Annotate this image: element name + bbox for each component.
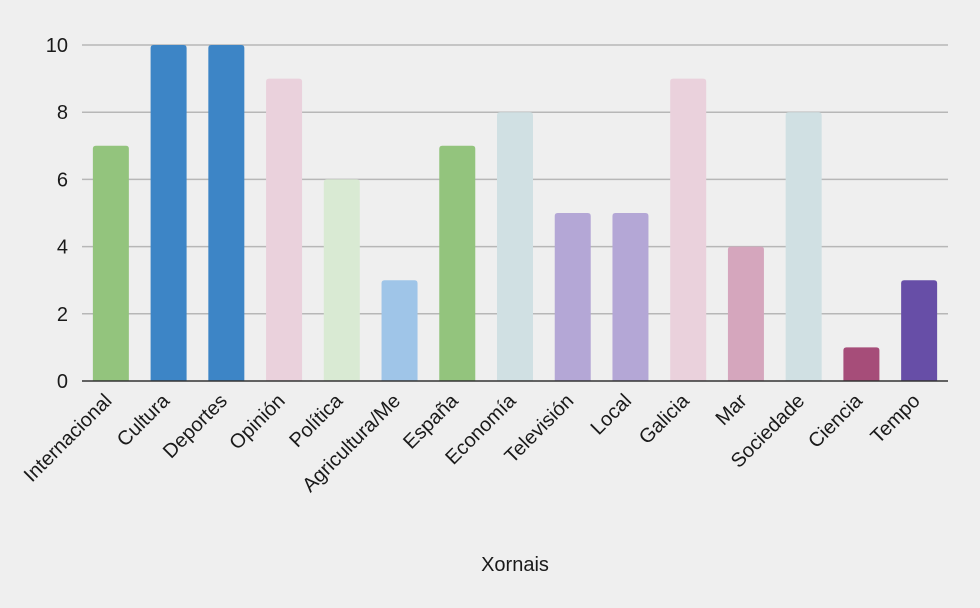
bar-1 [150,45,187,381]
bar-0 [92,145,129,381]
x-tick-labels: InternacionalCulturaDeportesOpiniónPolít… [20,389,925,496]
x-tick-label: Internacional [20,390,117,487]
bar-2 [208,45,245,381]
x-tick-label: Opinión [225,390,289,454]
bar-12 [785,112,822,381]
x-tick-label: Ciencia [804,389,867,452]
y-tick-label: 6 [57,169,68,191]
bar-6 [439,145,476,381]
x-tick-label: Tempo [867,390,925,448]
x-tick-label: Mar [712,390,752,430]
y-tick-label: 8 [57,102,68,124]
bar-13 [843,347,880,381]
bar-4 [323,179,360,381]
bar-10 [670,78,707,381]
y-tick-labels: 0 2 4 6 8 10 [46,35,68,393]
x-tick-label: Deportes [159,390,232,463]
x-tick-label: Agricultura/Me [298,390,405,497]
x-tick-label: Local [587,390,636,439]
bar-7 [497,112,533,381]
bar-14 [901,280,938,381]
y-tick-label: 2 [57,304,68,326]
bars [92,45,938,381]
bar-9 [612,213,649,381]
bar-11 [727,246,764,381]
y-tick-label: 0 [57,371,68,393]
bar-3 [266,78,303,381]
y-tick-label: 10 [46,35,68,57]
bar-8 [554,213,591,381]
x-axis-title: Xornais [481,554,549,576]
x-tick-label: Galicia [635,389,694,448]
y-tick-label: 4 [57,237,68,259]
bar-5 [381,280,418,381]
